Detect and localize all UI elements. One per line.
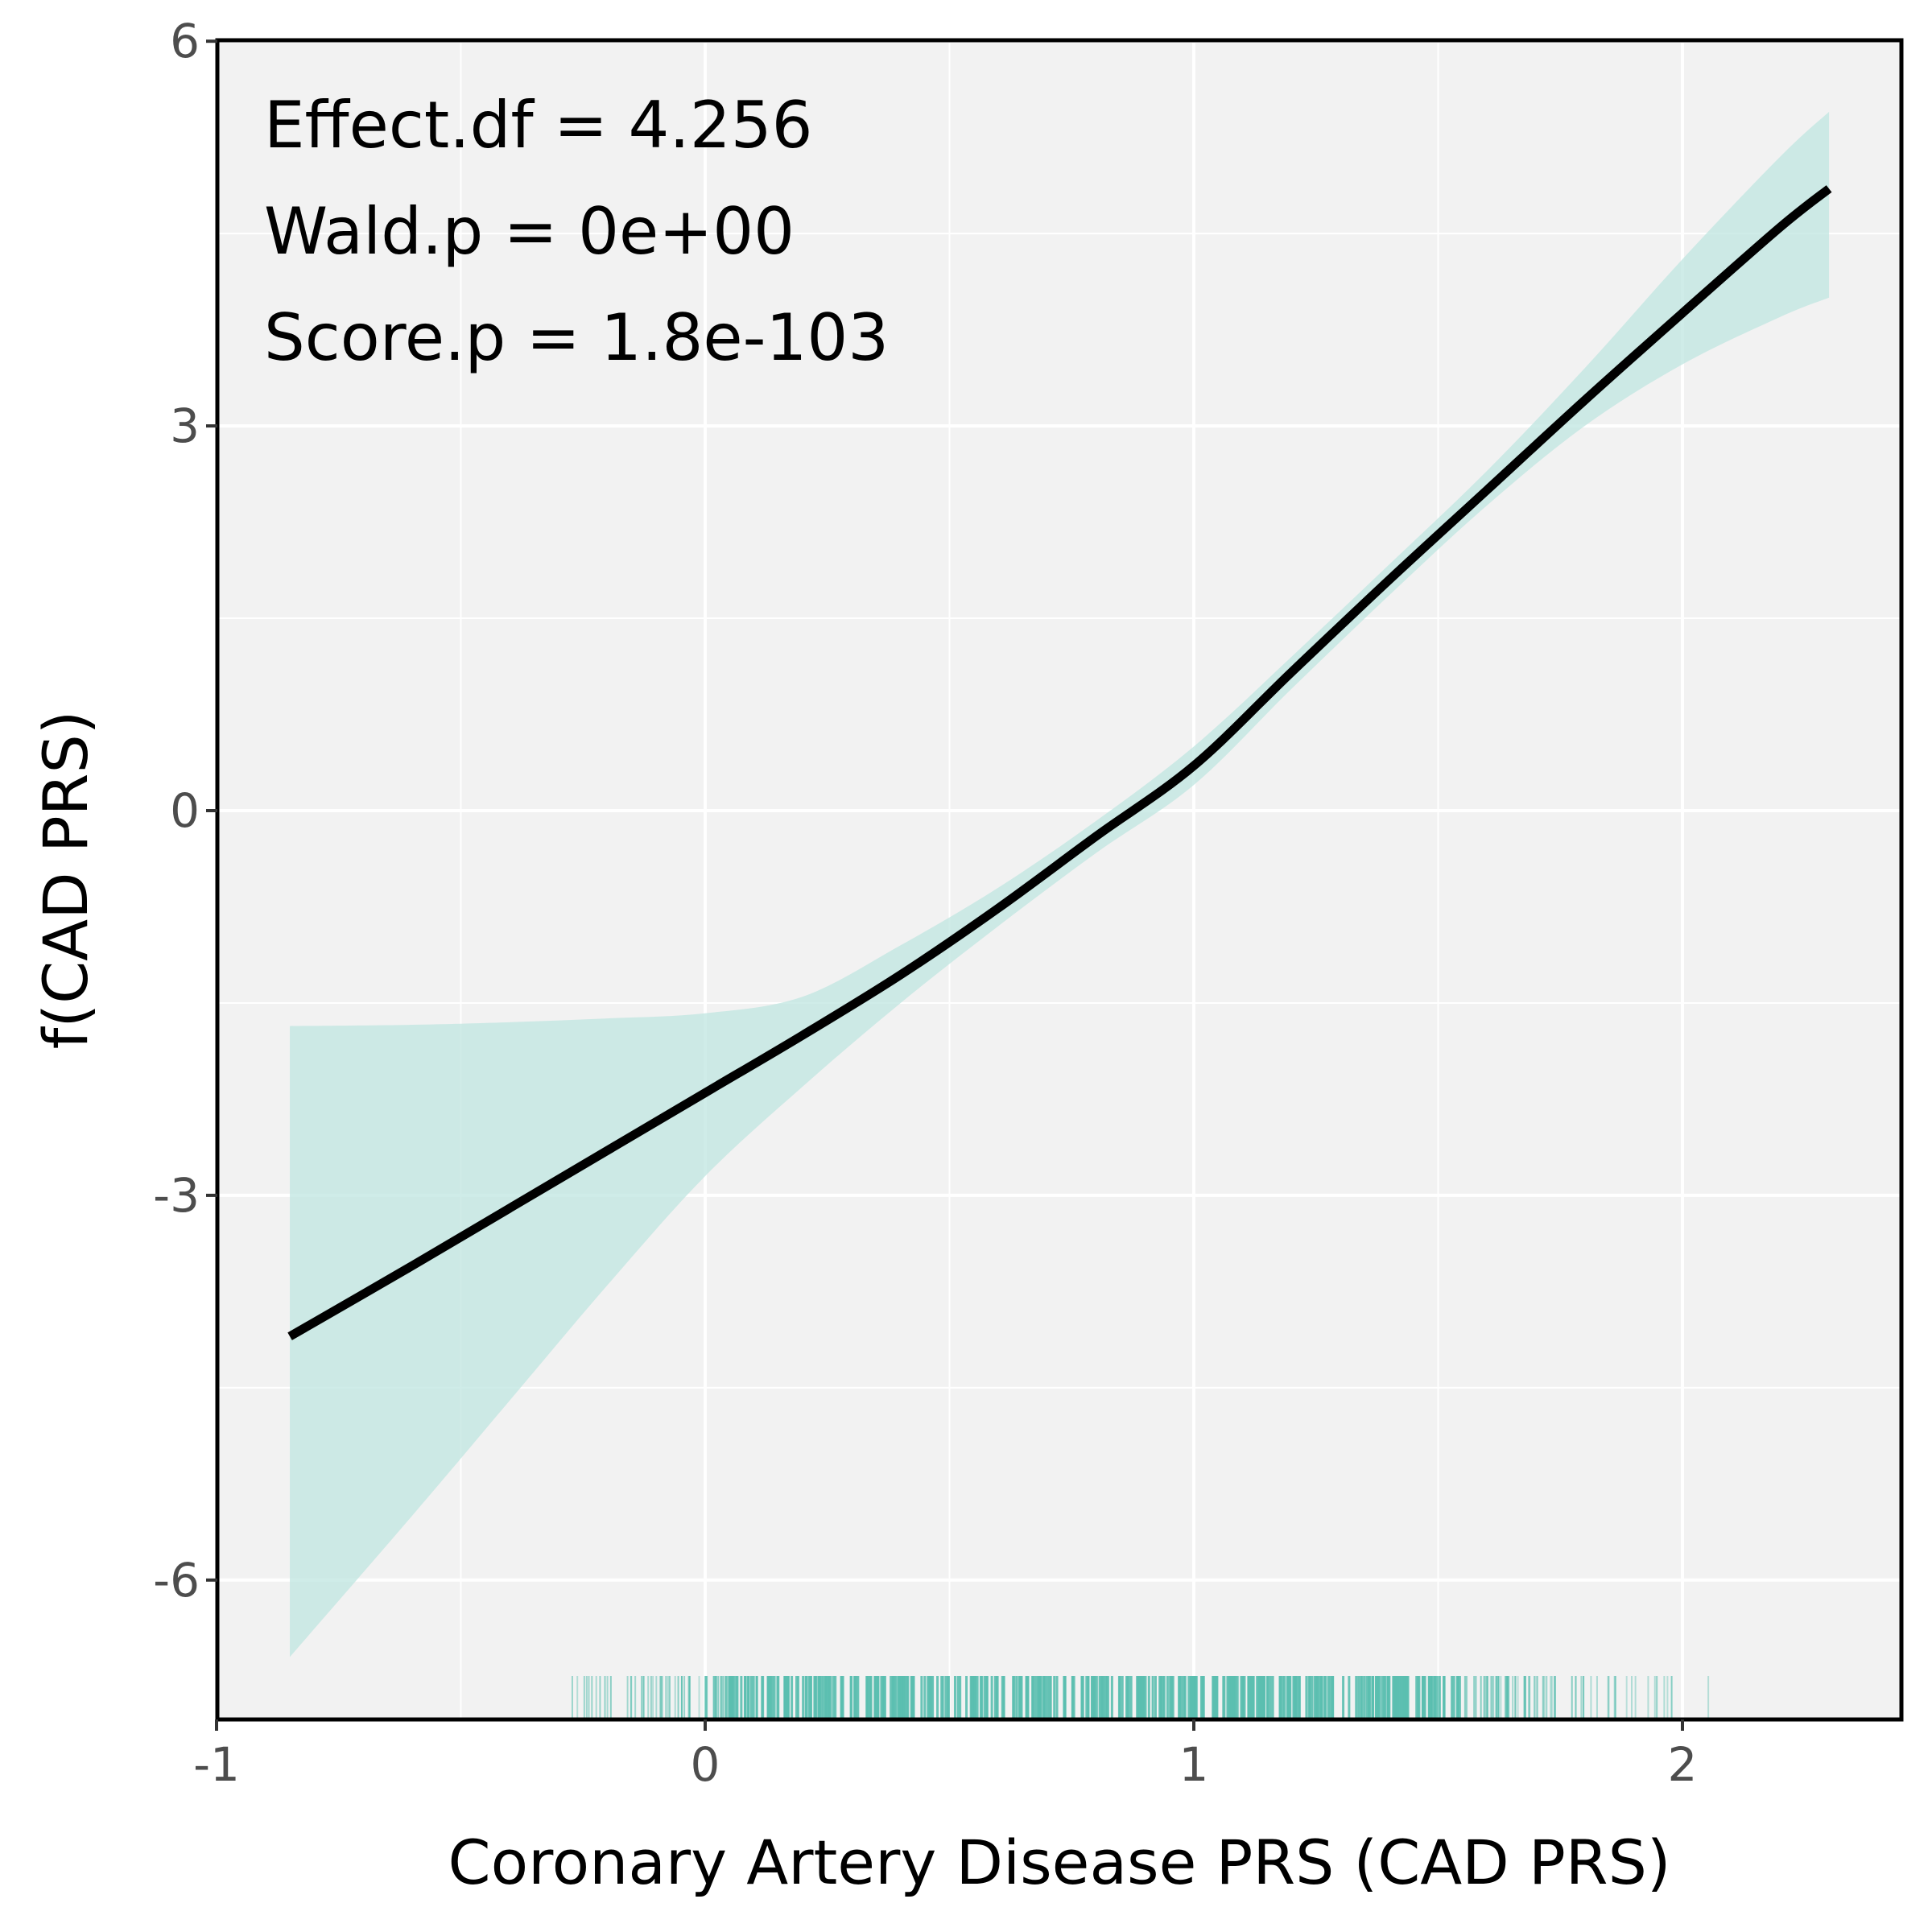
panel-background xyxy=(217,40,1901,1719)
x-tick-label: -1 xyxy=(193,1737,240,1792)
x-tick-label: 1 xyxy=(1179,1737,1209,1792)
annotation-effect-df: Effect.df = 4.256 xyxy=(264,88,813,163)
annotation-wald-p: Wald.p = 0e+00 xyxy=(264,194,795,269)
annotation-score-p: Score.p = 1.8e-103 xyxy=(264,300,889,375)
y-tick-label: 6 xyxy=(170,14,200,68)
effect-line-layer xyxy=(287,185,1832,1340)
y-tick-label: 3 xyxy=(170,398,200,453)
y-tick-label: -3 xyxy=(153,1168,200,1223)
axes: -6 -3 0 3 6 -1 0 1 2 xyxy=(153,14,1697,1792)
panel-border xyxy=(215,38,1904,1722)
x-tick-label: 2 xyxy=(1668,1737,1698,1792)
x-tick-label: 0 xyxy=(691,1737,720,1792)
effect-line xyxy=(287,185,1832,1340)
y-axis-title: f(CAD PRS) xyxy=(30,711,101,1050)
y-tick-label: 0 xyxy=(170,783,200,838)
y-tick-label: -6 xyxy=(153,1553,200,1608)
x-axis-title: Coronary Artery Disease PRS (CAD PRS) xyxy=(448,1827,1671,1898)
rug-layer xyxy=(571,1676,1710,1719)
